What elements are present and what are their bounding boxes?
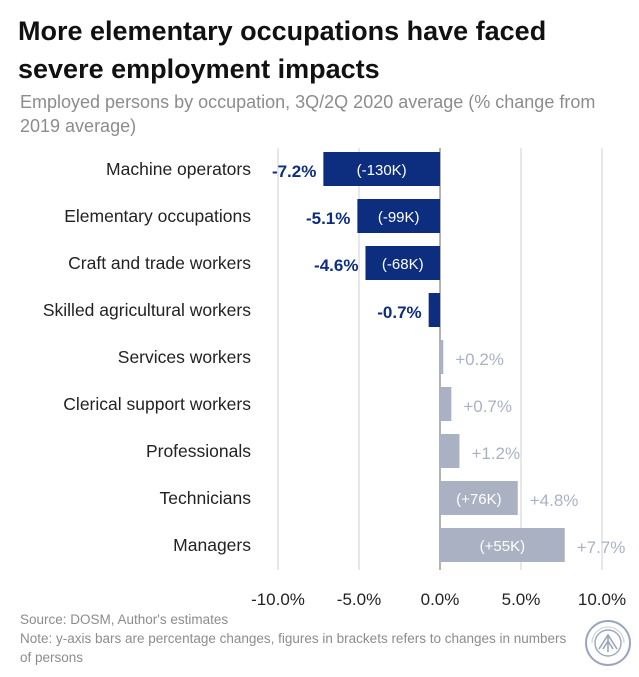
bar-layer (323, 152, 565, 562)
bar (440, 481, 518, 515)
category-label: Services workers (118, 347, 251, 367)
bar (440, 340, 444, 374)
bar (440, 528, 565, 562)
chart-title: More elementary occupations have faced s… (18, 16, 547, 84)
category-label: Machine operators (106, 159, 251, 179)
bar-chart: Machine operators (-130K) -7.2% Elementary … (43, 148, 626, 609)
bar (365, 246, 440, 280)
percent-change-label: -4.6% (314, 256, 358, 275)
category-label: Managers (173, 535, 251, 555)
x-tick-label: -10.0% (251, 590, 305, 609)
percent-change-label: -0.7% (377, 303, 421, 322)
percent-change-label: +0.7% (463, 397, 512, 416)
percent-change-label: -7.2% (272, 162, 316, 181)
x-tick-label: 10.0% (578, 590, 626, 609)
persons-change-label: (+76K) (456, 491, 501, 508)
x-tick-label: 0.0% (421, 590, 460, 609)
axis-layer: -10.0% -5.0% 0.0% 5.0% 10.0% (251, 590, 626, 609)
category-label: Clerical support workers (63, 394, 251, 414)
percent-change-label: -5.1% (306, 209, 350, 228)
percent-change-label: +1.2% (471, 444, 520, 463)
footnote: Note: y-axis bars are percentage changes… (20, 631, 567, 665)
persons-change-label: (-130K) (357, 162, 407, 179)
source-note: Source: DOSM, Author's estimates (20, 612, 229, 627)
bar (323, 152, 440, 186)
persons-change-label: (+55K) (480, 538, 525, 555)
percent-change-label: +4.8% (530, 491, 579, 510)
x-tick-label: -5.0% (337, 590, 381, 609)
chart-subtitle: Employed persons by occupation, 3Q/2Q 20… (20, 92, 596, 136)
category-label: Skilled agricultural workers (43, 300, 251, 320)
category-label: Craft and trade workers (68, 253, 251, 273)
bar (428, 293, 440, 327)
percent-change-label: +7.7% (577, 538, 626, 557)
x-tick-label: 5.0% (502, 590, 541, 609)
category-label: Elementary occupations (64, 206, 251, 226)
category-label: Technicians (160, 488, 252, 508)
bar (357, 199, 440, 233)
label-layer: Machine operators (-130K) -7.2% Elementary … (43, 159, 626, 557)
institute-logo (585, 620, 631, 666)
persons-change-label: (-99K) (378, 209, 420, 226)
category-label: Professionals (146, 441, 251, 461)
footer: Source: DOSM, Author's estimates Note: y… (20, 610, 580, 667)
percent-change-label: +0.2% (455, 350, 504, 369)
bar (440, 387, 452, 421)
persons-change-label: (-68K) (382, 256, 424, 273)
bar (440, 434, 460, 468)
